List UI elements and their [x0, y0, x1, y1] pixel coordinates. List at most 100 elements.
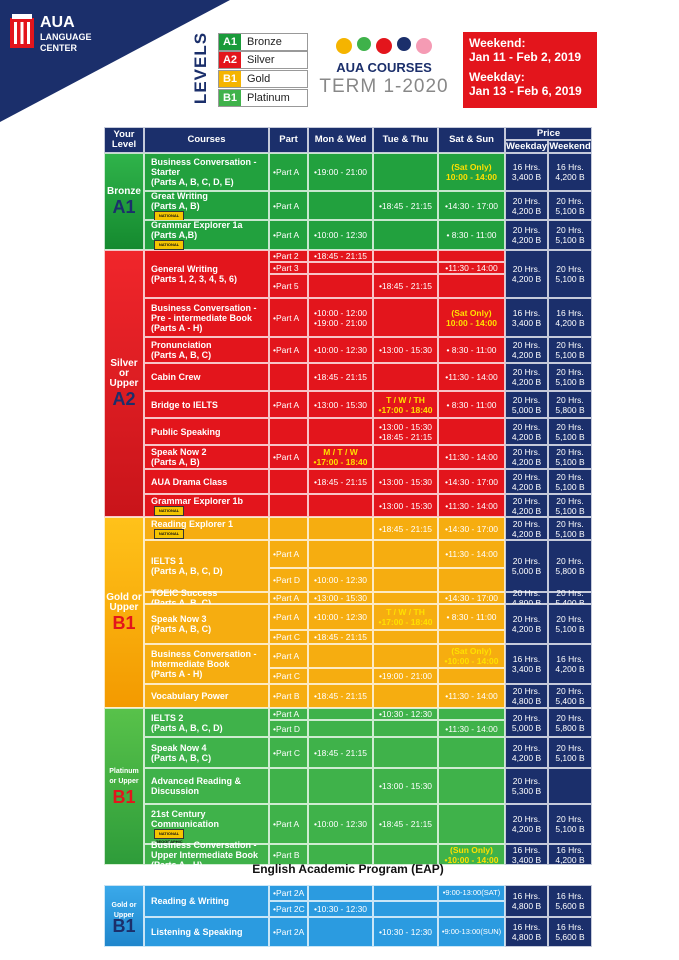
part-cell: •Part 3 [269, 262, 308, 274]
part-cell: •Part 5 [269, 274, 308, 298]
course-name: Speak Now 2 [151, 447, 207, 457]
weekday-dates: Jan 13 - Feb 6, 2019 [469, 84, 582, 98]
national-geographic-badge: NATIONAL GEOGRAPHIC [154, 829, 184, 844]
sat-sun-time: (Sat Only) 10:00 - 14:00 [438, 298, 505, 337]
sat-sun-time: •11:30 - 14:00 [438, 684, 505, 708]
mon-wed-time [308, 494, 373, 517]
sat-sun-time: •11:30 - 14:00 [438, 720, 505, 737]
part-cell: •Part 2A [269, 917, 308, 947]
price-weekend [548, 768, 592, 804]
mon-wed-time [308, 644, 373, 668]
course-parts: (Parts A, B, C, D) [151, 566, 223, 576]
national-geographic-badge: NATIONAL GEOGRAPHIC [154, 210, 184, 226]
course-name: Public Speaking [151, 426, 221, 437]
price-weekday: 20 Hrs. 5,000 B [505, 540, 548, 592]
course-name-cell: Business Conversation - Intermediate Boo… [144, 644, 269, 684]
mon-wed-time: •10:00 - 12:30 [308, 804, 373, 844]
course-parts: (Parts A, B, C) [151, 624, 212, 634]
mon-wed-time: •10:00 - 12:00 •19:00 - 21:00 [308, 298, 373, 337]
course-parts: (Parts A - H) [151, 322, 203, 333]
price-weekday: 20 Hrs. 4,200 B [505, 418, 548, 445]
price-weekday: 20 Hrs. 5,000 B [505, 708, 548, 737]
course-name: Speak Now 3 [151, 614, 207, 624]
price-weekend: 16 Hrs. 5,600 B [548, 885, 592, 917]
national-geographic-badge: NATIONAL GEOGRAPHIC [154, 528, 184, 544]
price-weekend: 16 Hrs. 4,200 B [548, 644, 592, 684]
part-cell: •Part B [269, 844, 308, 865]
header-your-level: Your Level [104, 127, 144, 153]
sat-sun-time [438, 274, 505, 298]
course-name-cell: Business Conversation - Starter (Parts A,… [144, 153, 269, 191]
sat-sun-time: (Sat Only) •10:00 - 14:00 [438, 644, 505, 668]
tue-thu-time: •13:00 - 15:30 [373, 768, 438, 804]
course-name-cell: IELTS 2 (Parts A, B, C, D) [144, 708, 269, 737]
mon-wed-time: •10:00 - 12:30 [308, 337, 373, 363]
course-name: IELTS 2 [151, 712, 184, 723]
level-band: Bronze A1 [104, 153, 144, 250]
header-courses: Courses [144, 127, 269, 153]
part-cell: •Part C [269, 630, 308, 644]
level-code: A2 [219, 52, 241, 68]
tue-thu-time: •13:00 - 15:30 [373, 337, 438, 363]
level-band-code: B1 [112, 612, 136, 633]
mon-wed-time: •13:00 - 15:30 [308, 592, 373, 604]
price-weekday: 20 Hrs. 4,200 B [505, 250, 548, 298]
price-weekday: 20 Hrs. 4,200 B [505, 517, 548, 540]
price-weekend: 20 Hrs. 5,100 B [548, 337, 592, 363]
part-cell: •Part A [269, 445, 308, 469]
mon-wed-time [308, 262, 373, 274]
price-weekday: 20 Hrs. 4,800 B [505, 684, 548, 708]
course-name: Cabin Crew [151, 372, 201, 382]
course-name-cell: Cabin Crew [144, 363, 269, 391]
part-cell: •Part C [269, 668, 308, 684]
part-cell: •Part 2A [269, 885, 308, 901]
level-name: Gold [247, 73, 271, 85]
tue-thu-time [373, 644, 438, 668]
course-name: Advanced Reading & Discussion [151, 776, 242, 796]
level-code: A1 [219, 34, 241, 50]
level-name: Platinum [247, 92, 290, 104]
tue-thu-time [373, 445, 438, 469]
price-weekday: 20 Hrs. 4,200 B [505, 804, 548, 844]
mon-wed-time: •10:30 - 12:30 [308, 901, 373, 917]
mon-wed-time [308, 844, 373, 865]
course-parts: (Parts A - H) [151, 859, 203, 870]
level-code: B1 [219, 71, 241, 87]
header-sat-sun: Sat & Sun [438, 127, 505, 153]
sat-sun-time: •14:30 - 17:00 [438, 592, 505, 604]
part-cell: •Part D [269, 568, 308, 592]
national-geographic-badge: NATIONAL GEOGRAPHIC [154, 505, 184, 521]
price-weekday: 20 Hrs. 4,200 B [505, 220, 548, 250]
course-parts: (Parts A,B) [151, 230, 198, 240]
sat-sun-time [438, 737, 505, 768]
sat-sun-time: •11:30 - 14:00 [438, 540, 505, 568]
level-band: Platinum or Upper B1 [104, 708, 144, 865]
tue-thu-time [373, 630, 438, 644]
level-band-code: B1 [112, 786, 136, 807]
price-weekday: 20 Hrs. 4,200 B [505, 494, 548, 517]
mon-wed-time: •18:45 - 21:15 [308, 630, 373, 644]
course-parts: (Parts A, B, C, D, E) [151, 177, 234, 187]
part-cell: •Part 2 [269, 250, 308, 262]
course-parts: (Parts A, B, C) [151, 350, 212, 360]
part-cell [269, 768, 308, 804]
course-name-cell: Public Speaking [144, 418, 269, 445]
mon-wed-time: •18:45 - 21:15 [308, 469, 373, 494]
sat-sun-time: •11:30 - 14:00 [438, 363, 505, 391]
price-weekday: 16 Hrs. 4,800 B [505, 885, 548, 917]
level-name: Silver [247, 54, 275, 66]
sat-sun-time: •14:30 - 17:00 [438, 517, 505, 540]
eap-band-code: B1 [112, 916, 136, 936]
tue-thu-time: •13:00 - 15:30 [373, 494, 438, 517]
price-weekday: 20 Hrs. 5,300 B [505, 768, 548, 804]
price-weekday: 20 Hrs. 4,200 B [505, 191, 548, 220]
mon-wed-time [308, 708, 373, 720]
header-tue-thu: Tue & Thu [373, 127, 438, 153]
course-parts: (Parts A, B) [151, 200, 200, 211]
sat-sun-time: • 8:30 - 11:00 [438, 220, 505, 250]
price-weekday: 16 Hrs. 4,800 B [505, 917, 548, 947]
course-name-cell: Great Writing(Parts A, B)NATIONAL GEOGRA… [144, 191, 269, 226]
price-weekday: 16 Hrs. 3,400 B [505, 153, 548, 191]
course-name: Reading Explorer 1 [151, 518, 234, 529]
